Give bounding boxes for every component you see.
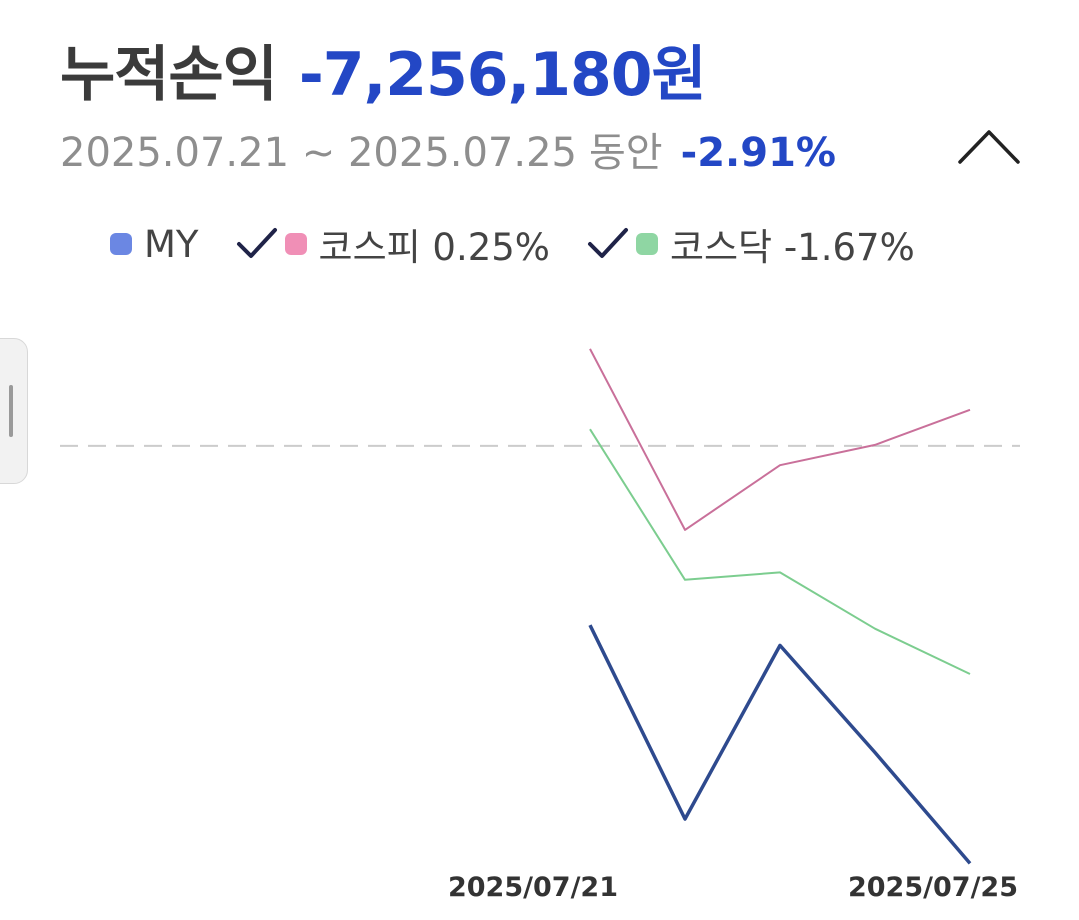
- legend-swatch-kospi: [284, 233, 307, 255]
- period-summary: 2025.07.21 ~ 2025.07.25 동안 -2.91%: [60, 120, 836, 176]
- x-tick-label: 2025/07/25: [848, 872, 1018, 903]
- period-suffix: 동안: [589, 130, 663, 176]
- series-layer: [588, 348, 972, 865]
- cumulative-pnl-label: 누적손익: [60, 40, 278, 110]
- x-tick-label: 2025/07/21: [448, 872, 618, 903]
- legend-item-kosdaq[interactable]: 코스닥 -1.67%: [586, 217, 915, 271]
- series-line-kospi: [589, 348, 971, 531]
- header: 누적손익 -7,256,180원: [60, 26, 707, 110]
- period-return-rate: -2.91%: [680, 130, 836, 176]
- period-range: 2025.07.21 ~ 2025.07.25: [60, 130, 577, 176]
- cumulative-pnl-value: -7,256,180원: [298, 40, 707, 110]
- legend-swatch-kosdaq: [635, 233, 658, 255]
- check-icon: [236, 228, 277, 258]
- grip-icon: [9, 385, 13, 437]
- legend-swatch-my: [110, 233, 132, 255]
- legend-item-my[interactable]: MY: [110, 223, 199, 266]
- x-axis-ticks: 2025/07/21 2025/07/25: [448, 872, 1018, 903]
- legend-label-kospi: 코스피 0.25%: [318, 226, 550, 269]
- collapse-button[interactable]: [956, 124, 1022, 168]
- legend-item-kospi[interactable]: 코스피 0.25%: [235, 217, 550, 271]
- series-line-my: [588, 624, 972, 865]
- legend-label-kosdaq: 코스닥 -1.67%: [669, 226, 915, 269]
- check-icon: [587, 228, 628, 258]
- legend-label-my: MY: [144, 222, 199, 266]
- side-drawer-handle[interactable]: [0, 338, 28, 484]
- chart-legend: MY 코스피 0.25% 코스닥 -1.67%: [110, 218, 951, 270]
- chevron-up-icon: [958, 130, 1020, 164]
